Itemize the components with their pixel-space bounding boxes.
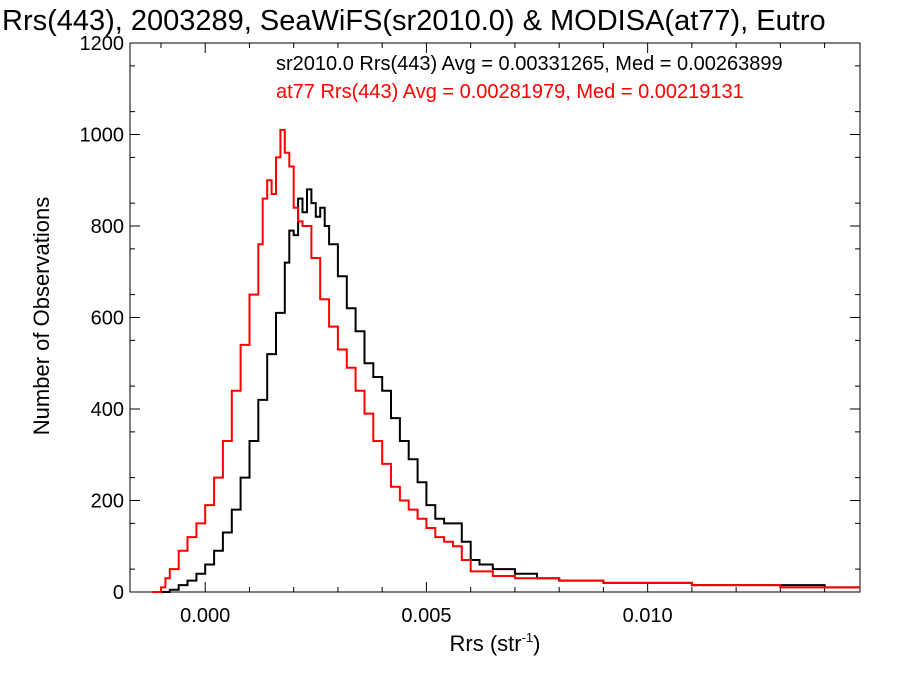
x-axis-label: Rrs (str-1)	[450, 630, 541, 656]
x-axis-label-close: )	[533, 631, 540, 656]
x-axis-label-superscript: -1	[522, 630, 534, 645]
y-tick-label: 600	[91, 308, 124, 330]
y-axis-ticks	[130, 42, 860, 593]
y-tick-label: 200	[91, 491, 124, 513]
legend-entry-at77: at77 Rrs(443) Avg = 0.00281979, Med = 0.…	[276, 81, 744, 103]
x-tick-label: 0.010	[623, 605, 673, 627]
x-tick-label: 0.005	[401, 605, 451, 627]
y-axis-label: Number of Observations	[29, 197, 54, 435]
histogram-series-at77	[152, 128, 860, 593]
y-tick-label: 0	[113, 582, 124, 604]
y-tick-label: 1200	[80, 33, 125, 55]
x-tick-label: 0.000	[180, 605, 230, 627]
x-axis-label-main: Rrs (str	[450, 631, 522, 656]
y-tick-label: 1000	[80, 125, 125, 147]
y-tick-label: 800	[91, 216, 124, 238]
histogram-series-sr2010	[152, 188, 860, 593]
x-axis-ticks	[160, 43, 826, 592]
y-tick-labels: 0 200 400 600 800 1000 1200	[80, 33, 125, 604]
y-tick-label: 400	[91, 399, 124, 421]
chart-title: Rrs(443), 2003289, SeaWiFS(sr2010.0) & M…	[2, 5, 826, 37]
legend-entry-sr2010: sr2010.0 Rrs(443) Avg = 0.00331265, Med …	[276, 53, 783, 75]
x-tick-labels: 0.000 0.005 0.010	[180, 605, 672, 627]
series-layer	[152, 128, 860, 593]
